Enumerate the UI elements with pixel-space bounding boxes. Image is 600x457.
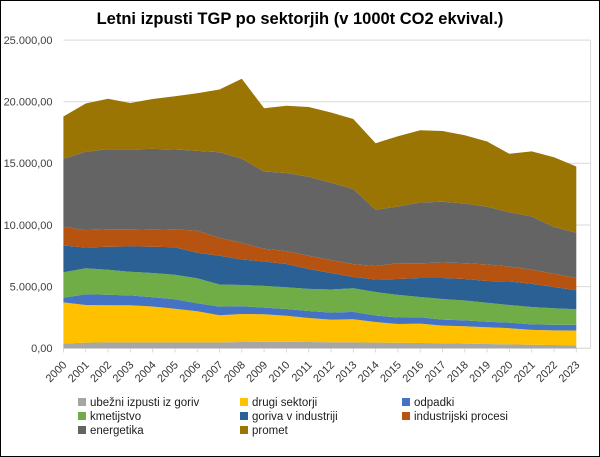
svg-text:2002: 2002 <box>88 359 114 385</box>
svg-text:2017: 2017 <box>423 359 449 385</box>
svg-text:2009: 2009 <box>244 359 270 385</box>
svg-text:2014: 2014 <box>356 359 382 385</box>
svg-text:goriva v industriji: goriva v industriji <box>252 411 338 423</box>
svg-text:2010: 2010 <box>267 359 293 385</box>
svg-text:5.000,00: 5.000,00 <box>10 281 53 293</box>
svg-text:odpadki: odpadki <box>414 397 454 409</box>
svg-text:industrijski procesi: industrijski procesi <box>414 411 508 423</box>
svg-text:25.000,00: 25.000,00 <box>4 35 53 47</box>
svg-text:2001: 2001 <box>66 359 92 385</box>
svg-text:2019: 2019 <box>467 359 493 385</box>
svg-text:2004: 2004 <box>133 359 159 385</box>
svg-text:2003: 2003 <box>111 359 137 385</box>
svg-text:2018: 2018 <box>445 359 471 385</box>
svg-text:10.000,00: 10.000,00 <box>4 220 53 232</box>
svg-text:2000: 2000 <box>44 359 70 385</box>
svg-text:20.000,00: 20.000,00 <box>4 97 53 109</box>
svg-text:2021: 2021 <box>512 359 538 385</box>
svg-text:energetika: energetika <box>90 425 144 437</box>
svg-text:2022: 2022 <box>534 359 560 385</box>
svg-text:ubežni izpusti iz goriv: ubežni izpusti iz goriv <box>90 397 200 409</box>
svg-text:2023: 2023 <box>557 359 583 385</box>
svg-text:2016: 2016 <box>401 359 427 385</box>
svg-text:0,00: 0,00 <box>31 343 52 355</box>
svg-text:2011: 2011 <box>290 359 315 384</box>
svg-text:2008: 2008 <box>222 359 248 385</box>
svg-text:kmetijstvo: kmetijstvo <box>90 411 141 423</box>
svg-text:2006: 2006 <box>178 359 204 385</box>
svg-text:2005: 2005 <box>155 359 181 385</box>
svg-text:2015: 2015 <box>378 359 404 385</box>
svg-text:2020: 2020 <box>490 359 516 385</box>
svg-text:2013: 2013 <box>334 359 360 385</box>
svg-text:promet: promet <box>252 425 289 437</box>
svg-text:2012: 2012 <box>311 359 337 385</box>
svg-text:15.000,00: 15.000,00 <box>4 158 53 170</box>
svg-text:drugi sektorji: drugi sektorji <box>252 397 317 409</box>
svg-text:2007: 2007 <box>200 359 226 385</box>
